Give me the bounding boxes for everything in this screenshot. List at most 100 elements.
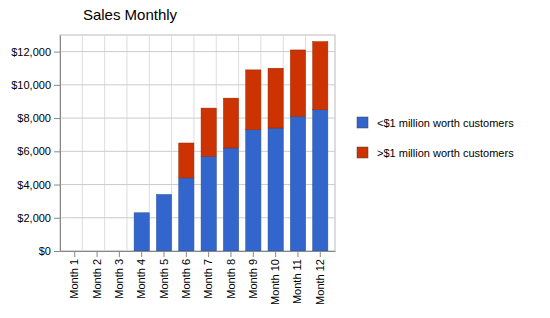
y-axis: $0 $2,000 $4,000 $6,000 $8,000 $10,000 $12,000	[11, 36, 60, 258]
x-tick-label: Month 5	[158, 259, 170, 299]
bar	[223, 148, 238, 251]
x-tick: Month 1	[68, 251, 80, 299]
bar	[268, 68, 283, 128]
y-tick: $10,000	[11, 79, 60, 91]
legend-swatch	[357, 117, 368, 128]
x-tick-label: Month 9	[247, 259, 259, 299]
x-tick-mark	[297, 251, 298, 257]
x-tick-label: Month 11	[291, 259, 303, 304]
y-tick: $6,000	[17, 145, 60, 157]
x-tick: Month 3	[113, 251, 125, 299]
bar	[246, 70, 261, 130]
x-tick-mark	[141, 251, 142, 257]
y-tick-label: $12,000	[11, 46, 51, 58]
bar	[179, 143, 194, 178]
x-tick: Month 2	[91, 251, 103, 299]
bar	[290, 50, 305, 116]
bar	[313, 42, 328, 110]
y-tick-mark	[54, 185, 60, 186]
y-axis-line	[60, 36, 61, 252]
x-tick: Month 6	[180, 251, 192, 299]
x-tick-mark	[74, 251, 75, 257]
bar	[112, 251, 127, 252]
bar	[268, 128, 283, 251]
bar	[201, 108, 216, 156]
x-tick-mark	[320, 251, 321, 257]
bar	[156, 195, 171, 251]
x-tick-label: Month 2	[91, 259, 103, 299]
legend-item: >$1 million worth customers	[357, 147, 514, 159]
x-tick-label: Month 7	[202, 259, 214, 299]
x-grid-line	[104, 35, 105, 251]
bar	[112, 251, 127, 252]
x-tick-mark	[119, 251, 120, 257]
x-grid-line	[82, 35, 83, 251]
series-bars	[179, 42, 328, 178]
plot: $0 $2,000 $4,000 $6,000 $8,000 $10,000 $12,000…	[11, 35, 335, 305]
y-tick-label: $6,000	[17, 145, 51, 157]
bar	[201, 156, 216, 251]
x-axis-line	[61, 251, 336, 252]
y-tick: $2,000	[17, 212, 60, 224]
y-tick: $4,000	[17, 179, 60, 191]
bar	[134, 213, 149, 251]
plot-frame	[60, 35, 335, 251]
y-tick-mark	[54, 251, 60, 252]
x-tick-label: Month 8	[225, 259, 237, 299]
y-tick: $12,000	[11, 46, 60, 58]
x-tick: Month 11	[291, 251, 303, 304]
x-tick: Month 5	[158, 251, 170, 299]
y-tick-label: $2,000	[17, 212, 51, 224]
chart-container: $0 $2,000 $4,000 $6,000 $8,000 $10,000 $12,000…	[0, 0, 550, 318]
y-tick-mark	[54, 218, 60, 219]
y-tick-mark	[54, 52, 60, 53]
bar	[223, 98, 238, 148]
x-tick-label: Month 12	[314, 259, 326, 305]
x-tick: Month 7	[202, 251, 214, 299]
y-tick-mark	[54, 85, 60, 86]
x-tick-label: Month 10	[269, 259, 281, 305]
x-tick-mark	[164, 251, 165, 257]
x-tick-mark	[186, 251, 187, 257]
x-grid	[82, 35, 305, 251]
bar	[290, 116, 305, 251]
x-tick-mark	[275, 251, 276, 257]
bar	[134, 212, 149, 213]
bar	[313, 110, 328, 251]
bar	[89, 251, 104, 252]
x-tick-label: Month 6	[180, 259, 192, 299]
y-tick-mark	[54, 118, 60, 119]
x-tick-mark	[97, 251, 98, 257]
x-tick: Month 9	[247, 251, 259, 299]
bars	[134, 42, 328, 251]
chart-svg: $0 $2,000 $4,000 $6,000 $8,000 $10,000 $12,000…	[0, 0, 550, 318]
legend: <$1 million worth customers >$1 million w…	[357, 117, 514, 159]
x-tick-label: Month 3	[113, 259, 125, 299]
legend-label: >$1 million worth customers	[377, 147, 514, 159]
chart-title: Sales Monthly	[83, 6, 178, 23]
bar	[89, 251, 104, 252]
bar	[246, 130, 261, 251]
y-tick-label: $8,000	[17, 112, 51, 124]
x-tick-mark	[253, 251, 254, 257]
x-tick-mark	[208, 251, 209, 257]
y-tick-label: $0	[39, 245, 51, 257]
x-tick-label: Month 4	[135, 259, 147, 299]
bar	[179, 178, 194, 251]
x-tick: Month 4	[135, 251, 147, 299]
y-tick-label: $4,000	[17, 179, 51, 191]
x-tick: Month 12	[314, 251, 326, 305]
legend-swatch	[357, 147, 368, 158]
x-tick-mark	[230, 251, 231, 257]
y-tick-label: $10,000	[11, 79, 51, 91]
x-tick: Month 8	[225, 251, 237, 299]
y-tick: $0	[39, 245, 60, 257]
legend-label: <$1 million worth customers	[377, 117, 514, 129]
bar	[67, 251, 82, 252]
bar	[156, 194, 171, 195]
x-tick: Month 10	[269, 251, 281, 305]
y-tick: $8,000	[17, 112, 60, 124]
x-grid-line	[126, 35, 127, 251]
x-tick-label: Month 1	[68, 259, 80, 299]
x-axis: Month 1 Month 2 Month 3 Month 4 Month 5 Month…	[61, 251, 336, 305]
